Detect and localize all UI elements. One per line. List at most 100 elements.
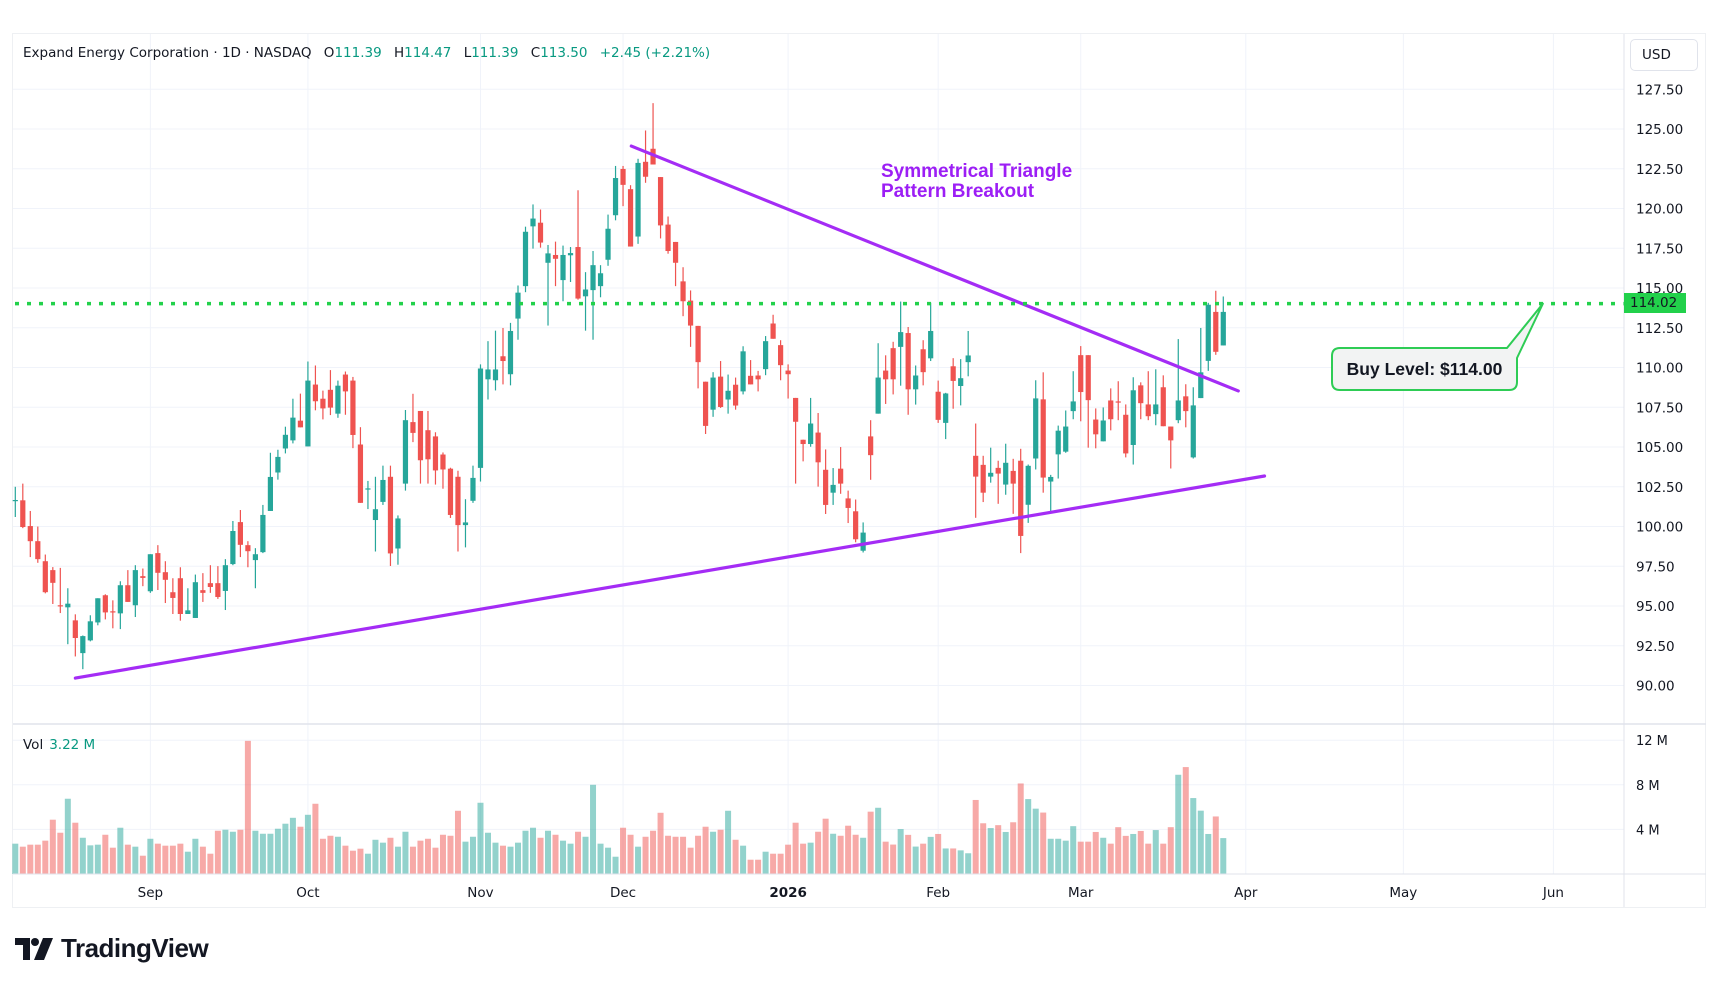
candle-body — [815, 432, 821, 463]
volume-bar — [462, 841, 469, 874]
open-value: 111.39 — [334, 45, 382, 61]
candle — [65, 588, 71, 645]
volume-bar — [920, 843, 927, 874]
candle-body — [342, 374, 349, 392]
candle — [928, 302, 934, 362]
candle-body — [800, 439, 806, 445]
volume-axis-label: 4 M — [1636, 823, 1660, 838]
tradingview-logo[interactable]: TradingView — [15, 933, 209, 964]
candle-body — [1138, 385, 1144, 404]
candle-body — [575, 247, 581, 299]
volume-bar — [830, 833, 837, 874]
volume-bar — [1115, 827, 1122, 874]
buy-level-callout-label: Buy Level: $114.00 — [1346, 359, 1503, 379]
candle-body — [1093, 419, 1099, 435]
candle-body — [252, 554, 258, 561]
time-axis-label: 2026 — [769, 885, 807, 901]
candle-body — [447, 468, 454, 515]
volume-bar — [447, 835, 454, 874]
high-value: 114.47 — [404, 45, 452, 61]
candle — [875, 343, 881, 414]
candle-body — [140, 576, 146, 578]
candle — [132, 565, 138, 618]
volume-bar — [1017, 783, 1024, 874]
volume-bar — [635, 846, 642, 874]
candle — [432, 432, 439, 485]
volume-bar — [214, 830, 221, 874]
volume-bar — [792, 822, 799, 874]
volume-bar — [289, 817, 296, 874]
candle — [920, 340, 926, 386]
candle-body — [290, 417, 296, 441]
volume-bar — [927, 836, 934, 874]
candle-body — [335, 385, 341, 414]
candle — [552, 241, 559, 287]
volume-bar — [732, 839, 739, 874]
candle — [297, 393, 304, 428]
candle-body — [1063, 426, 1069, 452]
volume-bar — [192, 838, 199, 874]
volume-bar — [1062, 840, 1069, 874]
candle — [365, 480, 371, 510]
candle — [12, 486, 18, 518]
candle — [260, 504, 266, 554]
volume-bar — [567, 843, 574, 874]
volume-bar — [777, 853, 784, 874]
candle-body — [860, 532, 866, 551]
candle-body — [620, 168, 626, 185]
candle — [680, 267, 686, 317]
symbol-title[interactable]: Expand Energy Corporation · 1D · NASDAQ — [23, 45, 312, 61]
candle-body — [958, 378, 964, 386]
volume-bar — [762, 851, 769, 874]
candle — [1160, 375, 1166, 427]
candle — [1025, 464, 1031, 523]
candle-body — [305, 380, 311, 447]
candle — [793, 397, 799, 484]
volume-bar — [432, 847, 439, 874]
candle-body — [95, 598, 101, 623]
candle — [853, 499, 859, 543]
candle — [417, 410, 424, 484]
candle-body — [155, 553, 161, 573]
candle-body — [402, 420, 409, 484]
volume-bar — [342, 845, 349, 874]
currency-button[interactable]: USD — [1630, 39, 1698, 71]
volume-bar — [875, 807, 882, 874]
candle — [695, 325, 701, 389]
volume-bar — [27, 844, 34, 874]
candle-body — [898, 332, 904, 347]
candle — [125, 570, 131, 602]
volume-bar — [995, 825, 1002, 874]
price-axis-label: 117.50 — [1636, 241, 1683, 257]
candle — [1048, 474, 1054, 514]
volume-bar — [1197, 810, 1204, 874]
candle — [395, 515, 401, 565]
candle-body — [12, 499, 18, 502]
candle-body — [462, 522, 469, 526]
candle — [320, 390, 326, 420]
volume-bar — [267, 833, 274, 874]
candle — [732, 377, 739, 410]
volume-bar — [1107, 843, 1114, 874]
volume-bar — [725, 810, 732, 874]
candle — [943, 392, 949, 440]
candle — [237, 510, 243, 558]
candle-body — [965, 355, 971, 363]
candle — [477, 364, 484, 482]
volume-bar — [402, 831, 409, 874]
candle-body — [230, 531, 236, 565]
candle-body — [890, 348, 896, 380]
candle-body — [530, 218, 536, 227]
candle-body — [1145, 404, 1151, 417]
candle — [1153, 369, 1159, 426]
price-axis-label: 107.50 — [1636, 400, 1683, 416]
volume-bar — [507, 846, 514, 874]
candle — [215, 566, 221, 599]
candle — [57, 567, 63, 614]
time-axis-label: Mar — [1068, 885, 1094, 901]
volume-bar — [882, 841, 889, 874]
candle — [110, 600, 116, 629]
candle — [890, 341, 896, 395]
candle-body — [695, 325, 701, 363]
